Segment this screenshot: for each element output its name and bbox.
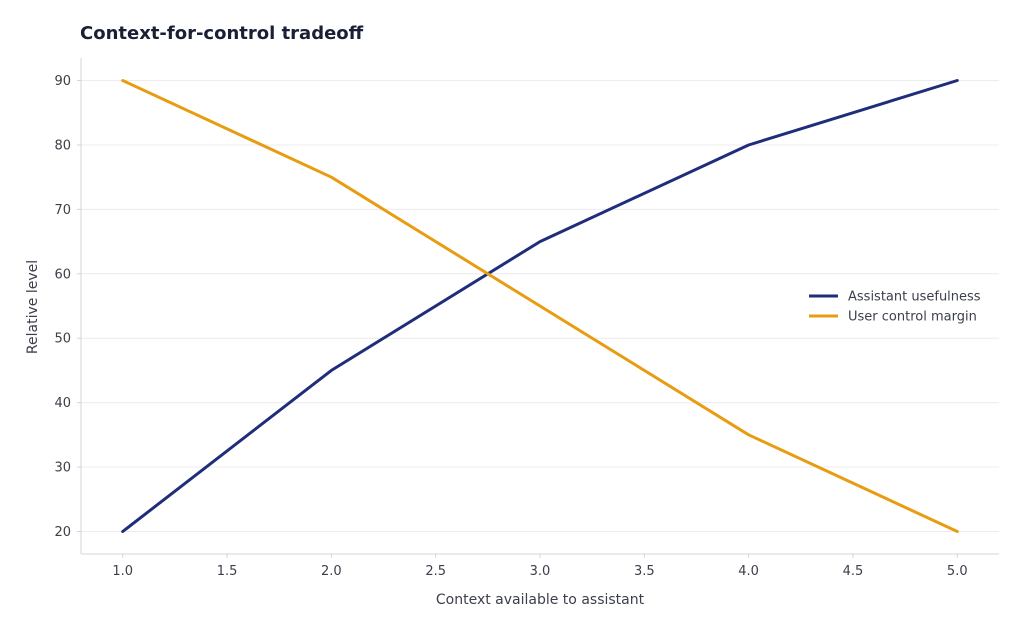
y-tick-label: 90 xyxy=(54,74,71,89)
y-axis-ticks: 20 30 40 50 60 70 80 90 xyxy=(54,74,81,540)
x-tick-label: 1.0 xyxy=(112,564,133,579)
x-tick-label: 5.0 xyxy=(947,564,968,579)
y-tick-label: 50 xyxy=(54,332,71,347)
x-tick-label: 3.0 xyxy=(530,564,551,579)
x-axis-ticks: 1.0 1.5 2.0 2.5 3.0 3.5 4.0 4.5 5.0 xyxy=(112,554,968,579)
grid-lines xyxy=(81,80,999,532)
x-tick-label: 2.5 xyxy=(425,564,446,579)
y-tick-label: 70 xyxy=(54,203,71,218)
x-tick-label: 1.5 xyxy=(217,564,238,579)
chart-title: Context-for-control tradeoff xyxy=(80,23,364,44)
x-tick-label: 2.0 xyxy=(321,564,342,579)
y-tick-label: 20 xyxy=(54,525,71,540)
y-axis-label: Relative level xyxy=(25,260,41,354)
series-line-1 xyxy=(121,79,959,533)
series-line-2 xyxy=(121,79,959,533)
legend-label: Assistant usefulness xyxy=(848,290,981,305)
y-tick-label: 60 xyxy=(54,267,71,282)
y-tick-label: 80 xyxy=(54,138,71,153)
x-tick-label: 4.5 xyxy=(843,564,864,579)
x-axis-label: Context available to assistant xyxy=(436,592,645,608)
x-tick-label: 3.5 xyxy=(634,564,655,579)
series-lines xyxy=(121,79,959,533)
x-tick-label: 4.0 xyxy=(738,564,759,579)
y-tick-label: 40 xyxy=(54,396,71,411)
y-tick-label: 30 xyxy=(54,461,71,476)
legend: Assistant usefulness User control margin xyxy=(809,290,981,325)
legend-label: User control margin xyxy=(848,310,977,325)
